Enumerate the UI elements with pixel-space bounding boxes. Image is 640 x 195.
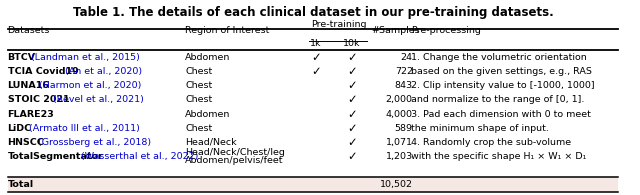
Text: 1k: 1k [310, 39, 322, 48]
Text: ✓: ✓ [347, 150, 356, 163]
Text: Pre-processing: Pre-processing [412, 26, 481, 35]
Text: the minimum shape of input.: the minimum shape of input. [412, 124, 549, 133]
Text: 10k: 10k [343, 39, 360, 48]
Text: FLARE23: FLARE23 [8, 110, 54, 119]
Text: 2,000: 2,000 [386, 95, 413, 104]
FancyBboxPatch shape [8, 177, 618, 192]
Text: Head/Neck/Chest/leg: Head/Neck/Chest/leg [185, 148, 285, 157]
Text: 589: 589 [395, 124, 413, 133]
Text: ✓: ✓ [311, 65, 321, 78]
Text: Table 1. The details of each clinical dataset in our pre-training datasets.: Table 1. The details of each clinical da… [72, 6, 554, 19]
Text: 1,203: 1,203 [385, 152, 413, 161]
Text: Total: Total [8, 180, 34, 189]
Text: Abdomen: Abdomen [185, 110, 230, 119]
Text: Chest: Chest [185, 124, 212, 133]
Text: HNSCC: HNSCC [8, 138, 44, 147]
Text: ✓: ✓ [347, 51, 356, 64]
Text: (Landman et al., 2015): (Landman et al., 2015) [28, 53, 140, 62]
Text: TCIA Covid19: TCIA Covid19 [8, 67, 78, 76]
Text: BTCV: BTCV [8, 53, 36, 62]
Text: (Wasserthal et al., 2022): (Wasserthal et al., 2022) [78, 152, 198, 161]
Text: (An et al., 2020): (An et al., 2020) [63, 67, 143, 76]
Text: Abdomen: Abdomen [185, 53, 230, 62]
Text: ✓: ✓ [347, 122, 356, 135]
Text: (Grossberg et al., 2018): (Grossberg et al., 2018) [35, 138, 151, 147]
Text: ✓: ✓ [347, 79, 356, 92]
Text: (Armato III et al., 2011): (Armato III et al., 2011) [26, 124, 140, 133]
Text: and normalize to the range of [0, 1].: and normalize to the range of [0, 1]. [412, 95, 585, 104]
Text: Head/Neck: Head/Neck [185, 138, 237, 147]
Text: 4,000: 4,000 [386, 110, 413, 119]
Text: ✓: ✓ [347, 93, 356, 106]
Text: ✓: ✓ [347, 107, 356, 121]
Text: 4. Randomly crop the sub-volume: 4. Randomly crop the sub-volume [412, 138, 572, 147]
Text: 10,502: 10,502 [380, 180, 413, 189]
Text: ✓: ✓ [347, 136, 356, 149]
Text: with the specific shape H₁ × W₁ × D₁: with the specific shape H₁ × W₁ × D₁ [412, 152, 587, 161]
Text: Chest: Chest [185, 95, 212, 104]
Text: LUNA16: LUNA16 [8, 81, 50, 90]
Text: 3. Pad each dimension with 0 to meet: 3. Pad each dimension with 0 to meet [412, 110, 591, 119]
Text: TotalSegmentator: TotalSegmentator [8, 152, 104, 161]
Text: 722: 722 [395, 67, 413, 76]
Text: 2. Clip intensity value to [-1000, 1000]: 2. Clip intensity value to [-1000, 1000] [412, 81, 595, 90]
Text: ✓: ✓ [347, 65, 356, 78]
Text: based on the given settings, e.g., RAS: based on the given settings, e.g., RAS [412, 67, 593, 76]
Text: 843: 843 [395, 81, 413, 90]
Text: 24: 24 [401, 53, 413, 62]
Text: Chest: Chest [185, 67, 212, 76]
Text: (Harmon et al., 2020): (Harmon et al., 2020) [36, 81, 141, 90]
Text: STOIC 2021: STOIC 2021 [8, 95, 69, 104]
Text: ✓: ✓ [311, 51, 321, 64]
Text: LiDC: LiDC [8, 124, 32, 133]
Text: Chest: Chest [185, 81, 212, 90]
Text: Datasets: Datasets [8, 26, 50, 35]
Text: 1,071: 1,071 [386, 138, 413, 147]
Text: 1. Change the volumetric orientation: 1. Change the volumetric orientation [412, 53, 588, 62]
Text: Region of Interest: Region of Interest [185, 26, 269, 35]
Text: Pre-training: Pre-training [311, 20, 366, 29]
Text: #Samples: #Samples [372, 26, 420, 35]
Text: (Revel et al., 2021): (Revel et al., 2021) [50, 95, 144, 104]
Text: Abdomen/pelvis/feet: Abdomen/pelvis/feet [185, 156, 284, 165]
